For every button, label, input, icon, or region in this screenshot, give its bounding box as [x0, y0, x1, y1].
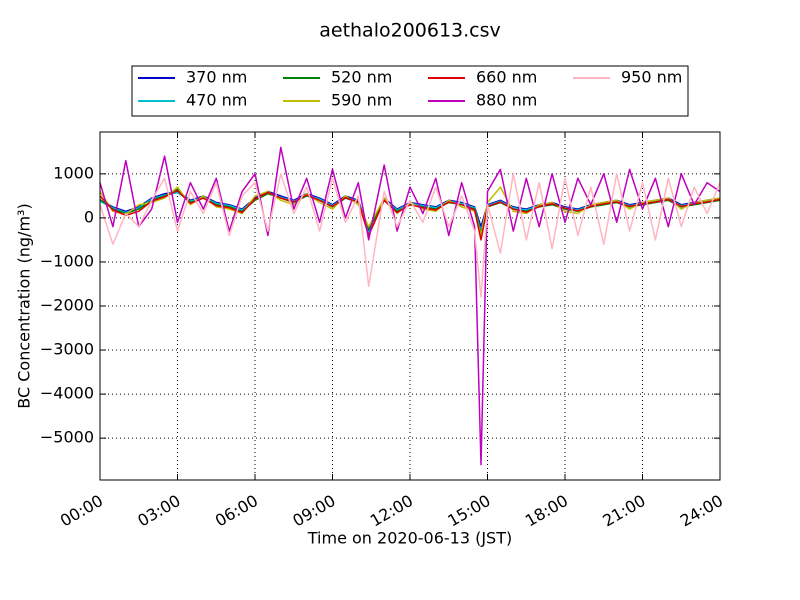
x-axis-label: Time on 2020-06-13 (JST) — [307, 529, 512, 548]
legend-label: 880 nm — [476, 91, 537, 110]
y-tick-label: −5000 — [40, 428, 94, 447]
series-line — [99, 189, 721, 241]
legend-label: 520 nm — [331, 68, 392, 87]
y-tick-label: 0 — [84, 207, 94, 226]
plot-area — [99, 132, 721, 480]
series-line — [99, 146, 721, 466]
legend-label: 470 nm — [186, 91, 247, 110]
y-tick-label: 1000 — [53, 163, 94, 182]
series-line — [99, 173, 721, 298]
legend-label: 660 nm — [476, 68, 537, 87]
legend-label: 590 nm — [331, 91, 392, 110]
y-tick-label: −3000 — [40, 340, 94, 359]
legend-label: 950 nm — [621, 68, 682, 87]
y-tick-label: −1000 — [40, 251, 94, 270]
y-tick-label: −4000 — [40, 384, 94, 403]
legend-label: 370 nm — [186, 68, 247, 87]
legend-box — [131, 65, 689, 117]
y-axis-label: BC Concentration (ng/m³) — [15, 203, 34, 408]
y-tick-label: −2000 — [40, 296, 94, 315]
chart-title: aethalo200613.csv — [319, 20, 501, 42]
